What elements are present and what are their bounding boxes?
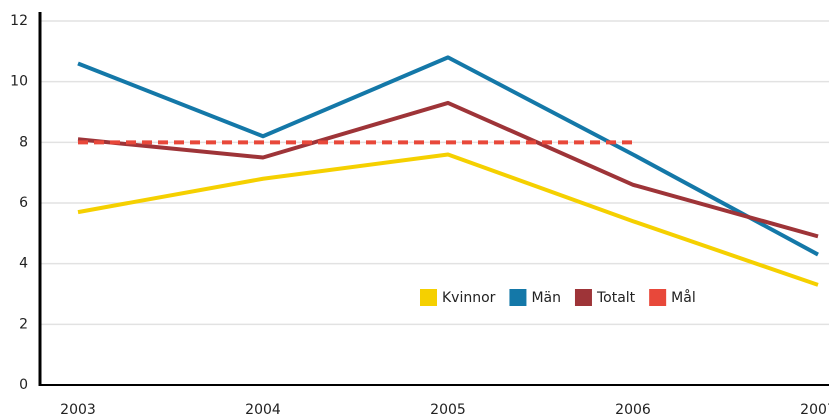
x-tick-label: 2004: [245, 402, 281, 418]
y-tick-label: 12: [10, 13, 28, 29]
line-series: [77, 152, 819, 287]
x-tick-label: 2006: [615, 402, 651, 418]
line-series: [77, 100, 819, 239]
legend-label: Män: [531, 290, 561, 306]
legend-swatch: [574, 289, 592, 306]
legend-swatch: [420, 289, 437, 306]
legend-swatch: [509, 289, 527, 306]
x-tick-label: 2007: [800, 402, 829, 418]
y-tick-label: 2: [19, 316, 28, 332]
legend-label: Mål: [671, 289, 696, 306]
y-tick-label: 4: [19, 256, 28, 272]
line-series: [77, 55, 819, 257]
legend-label: Kvinnor: [442, 290, 496, 306]
legend-swatch: [649, 289, 667, 306]
y-tick-label: 8: [19, 134, 28, 150]
y-tick-label: 6: [19, 195, 28, 211]
y-tick-label: 10: [10, 74, 28, 90]
y-tick-label: 0: [19, 377, 28, 393]
x-tick-label: 2005: [430, 402, 466, 418]
legend-label: Totalt: [596, 290, 636, 306]
x-tick-label: 2003: [60, 402, 96, 418]
